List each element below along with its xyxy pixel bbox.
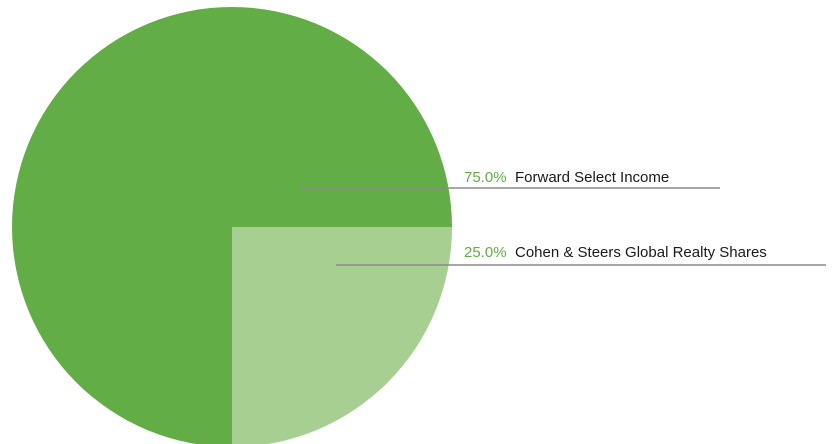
- pie-labels: 75.0% Forward Select Income 25.0% Cohen …: [300, 169, 826, 266]
- slice-percent-forward-select-income: 75.0%: [464, 169, 507, 186]
- slice-label-forward-select-income: 75.0% Forward Select Income: [464, 169, 669, 186]
- slice-name-forward-select-income: Forward Select Income: [515, 169, 669, 186]
- slice-label-cohen-steers: 25.0% Cohen & Steers Global Realty Share…: [464, 244, 767, 261]
- slice-name-cohen-steers: Cohen & Steers Global Realty Shares: [515, 244, 767, 261]
- pie-slices: [12, 7, 452, 444]
- pie-slice-forward-select-income: [12, 7, 452, 444]
- pie-slice-cohen-steers-global-realty-shares: [232, 227, 452, 444]
- slice-percent-cohen-steers: 25.0%: [464, 244, 507, 261]
